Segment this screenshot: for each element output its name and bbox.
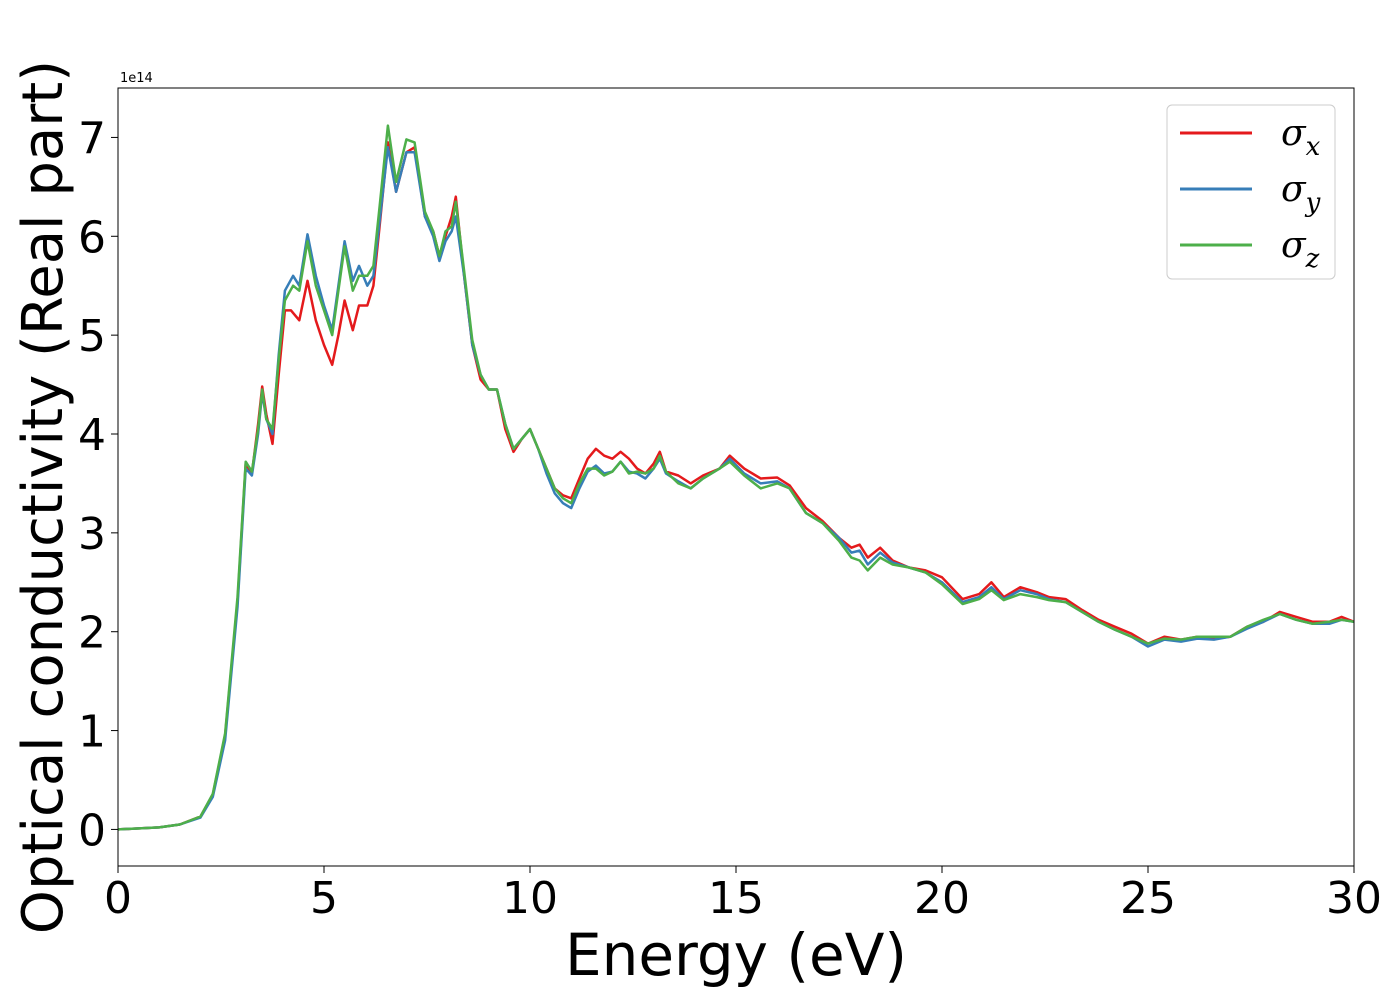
legend-label-x: σx xyxy=(1281,113,1321,162)
y-tick-label: 0 xyxy=(78,805,106,856)
legend-label-y: σy xyxy=(1281,169,1321,218)
y-tick-label: 1 xyxy=(78,707,106,758)
y-offset-label: 1e14 xyxy=(120,71,153,86)
x-axis: 0 5 10 15 20 25 30 xyxy=(104,866,1382,924)
y-axis: 0 1 2 3 4 5 6 7 xyxy=(78,113,118,856)
series-line-z xyxy=(117,124,1355,831)
x-tick-label: 10 xyxy=(502,873,558,924)
legend-label-z: σz xyxy=(1281,225,1320,274)
y-tick-label: 5 xyxy=(78,311,106,362)
x-tick-label: 15 xyxy=(708,873,764,924)
y-tick-label: 4 xyxy=(78,410,106,461)
legend-box xyxy=(1166,104,1336,280)
y-tick-label: 3 xyxy=(78,509,106,560)
x-tick-label: 5 xyxy=(310,873,338,924)
x-tick-label: 0 xyxy=(104,873,132,924)
x-tick-label: 30 xyxy=(1326,873,1382,924)
y-tick-label: 6 xyxy=(78,212,106,263)
series-line-x xyxy=(117,141,1355,831)
x-tick-label: 25 xyxy=(1120,873,1176,924)
legend: σx σy σz xyxy=(1166,104,1336,280)
x-axis-label: Energy (eV) xyxy=(565,921,907,989)
plot-lines xyxy=(117,124,1355,831)
y-axis-label: Optical conductivity (Real part) xyxy=(11,60,76,934)
y-tick-label: 2 xyxy=(78,608,106,659)
x-tick-label: 20 xyxy=(914,873,970,924)
y-tick-label: 7 xyxy=(78,113,106,164)
